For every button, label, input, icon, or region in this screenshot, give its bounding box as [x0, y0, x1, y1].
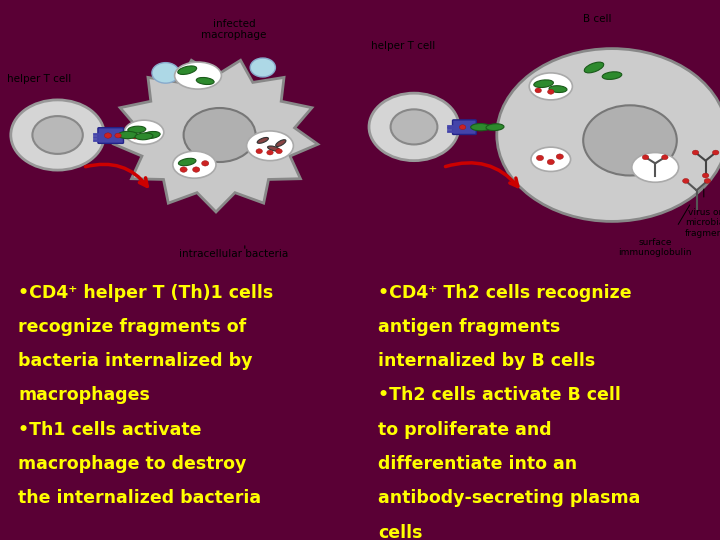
Circle shape [32, 116, 83, 154]
Circle shape [132, 134, 139, 139]
Ellipse shape [125, 120, 164, 145]
Circle shape [193, 167, 200, 172]
Circle shape [583, 105, 677, 176]
Text: B cell: B cell [583, 14, 612, 24]
Text: recognize fragments of: recognize fragments of [18, 318, 246, 336]
Text: helper T cell: helper T cell [7, 73, 71, 84]
Ellipse shape [118, 131, 138, 139]
Ellipse shape [179, 158, 196, 166]
Circle shape [712, 150, 719, 155]
Text: macrophages: macrophages [18, 387, 150, 404]
Ellipse shape [529, 73, 572, 100]
Ellipse shape [549, 86, 567, 92]
Circle shape [497, 49, 720, 221]
Text: •Th2 cells activate B cell: •Th2 cells activate B cell [378, 387, 621, 404]
FancyBboxPatch shape [98, 128, 124, 143]
Ellipse shape [246, 131, 294, 161]
Circle shape [693, 150, 698, 155]
Circle shape [180, 167, 187, 172]
Circle shape [459, 125, 466, 130]
Circle shape [547, 159, 554, 165]
Circle shape [266, 150, 274, 155]
Circle shape [276, 148, 282, 154]
Ellipse shape [584, 62, 604, 73]
Ellipse shape [602, 72, 622, 79]
Ellipse shape [276, 140, 286, 146]
Ellipse shape [178, 66, 197, 75]
FancyArrowPatch shape [86, 164, 147, 186]
Ellipse shape [128, 126, 145, 133]
Polygon shape [114, 60, 318, 212]
Text: helper T cell: helper T cell [371, 41, 435, 51]
Circle shape [556, 154, 563, 159]
Ellipse shape [471, 124, 490, 131]
Text: surface
immunoglobulin: surface immunoglobulin [618, 238, 692, 257]
Ellipse shape [486, 124, 504, 131]
Text: antibody-secreting plasma: antibody-secreting plasma [378, 489, 640, 507]
Circle shape [642, 155, 649, 160]
Text: internalized by B cells: internalized by B cells [378, 352, 595, 370]
Text: the internalized bacteria: the internalized bacteria [18, 489, 261, 507]
Text: to proliferate and: to proliferate and [378, 421, 552, 438]
Circle shape [536, 156, 544, 161]
Circle shape [391, 109, 438, 144]
Ellipse shape [143, 131, 160, 139]
Text: macrophage to destroy: macrophage to destroy [18, 455, 246, 473]
Circle shape [369, 93, 459, 160]
Ellipse shape [268, 146, 279, 151]
Circle shape [662, 155, 668, 160]
Circle shape [184, 108, 256, 162]
Circle shape [115, 133, 121, 138]
FancyBboxPatch shape [452, 120, 477, 134]
Text: infected
macrophage: infected macrophage [202, 19, 266, 40]
FancyArrowPatch shape [446, 163, 518, 186]
Text: •CD4⁺ helper T (Th)1 cells: •CD4⁺ helper T (Th)1 cells [18, 284, 274, 301]
Ellipse shape [534, 80, 554, 87]
Circle shape [104, 133, 112, 138]
Circle shape [702, 173, 708, 178]
Text: bacteria internalized by: bacteria internalized by [18, 352, 253, 370]
Circle shape [152, 63, 179, 83]
Circle shape [202, 161, 209, 166]
Circle shape [251, 58, 276, 77]
Text: virus or
microbial
fragment: virus or microbial fragment [685, 208, 720, 238]
Ellipse shape [135, 133, 153, 140]
Text: •Th1 cells activate: •Th1 cells activate [18, 421, 202, 438]
Text: cells: cells [378, 524, 423, 540]
Ellipse shape [632, 152, 679, 183]
Ellipse shape [531, 147, 570, 172]
Circle shape [683, 178, 689, 183]
Ellipse shape [173, 151, 216, 178]
Circle shape [256, 148, 262, 154]
Circle shape [11, 100, 104, 170]
Ellipse shape [257, 138, 269, 143]
Text: •CD4⁺ Th2 cells recognize: •CD4⁺ Th2 cells recognize [378, 284, 631, 301]
Text: antigen fragments: antigen fragments [378, 318, 560, 336]
Circle shape [704, 178, 711, 183]
Circle shape [535, 88, 541, 93]
Text: differentiate into an: differentiate into an [378, 455, 577, 473]
Circle shape [547, 89, 554, 94]
Ellipse shape [174, 62, 222, 89]
Text: intracellular bacteria: intracellular bacteria [179, 249, 289, 259]
Ellipse shape [197, 77, 214, 85]
